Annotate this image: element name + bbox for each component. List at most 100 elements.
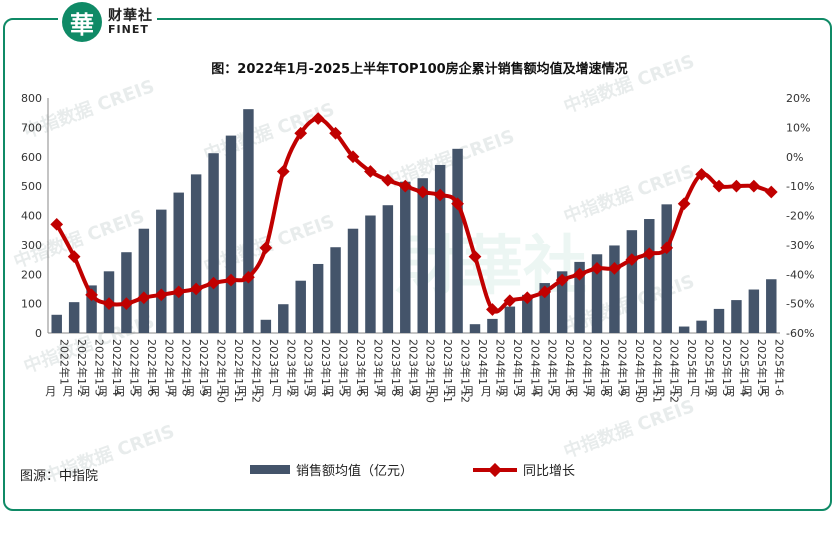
x-tick-label: 2024年1-12 [668, 339, 682, 403]
growth-point [503, 294, 517, 308]
x-tick-label-month: 月 [446, 385, 457, 398]
bar [609, 245, 620, 333]
chart-legend: 销售额均值（亿元） 同比增长 [250, 460, 575, 479]
bar [190, 174, 202, 333]
x-tick-label: 2022年1-3 [93, 339, 107, 396]
x-tick-label: 2025年1-2 [703, 339, 717, 396]
growth-point [154, 288, 168, 302]
bar [696, 320, 707, 333]
bar [522, 294, 533, 333]
x-tick-label: 2024年1-7 [581, 339, 595, 396]
bar [121, 252, 132, 333]
x-tick-label: 2023年1-11 [441, 339, 455, 403]
x-tick-label-month: 月 [429, 385, 440, 398]
x-tick-label: 2024年1-3 [511, 339, 525, 396]
growth-point [747, 179, 761, 193]
y-left-tick-label: 700 [21, 121, 42, 134]
x-tick-label-month: 月 [45, 385, 56, 398]
x-tick-label: 2023年1-10 [424, 339, 438, 403]
y-right-tick-label: -10% [786, 180, 814, 193]
growth-point [102, 297, 116, 310]
bar [504, 306, 516, 333]
growth-point [294, 126, 308, 140]
y-right-tick-label: 10% [786, 121, 810, 134]
x-tick-label: 2023年1-2 [284, 339, 298, 396]
growth-point [172, 285, 186, 299]
bar [748, 289, 760, 333]
growth-point [433, 188, 447, 202]
bar [417, 178, 428, 333]
growth-point [189, 282, 203, 296]
logo-cn-text: 财華社 [108, 7, 153, 24]
finet-logo: 華 财華社 FINET [58, 2, 157, 42]
logo-en-text: FINET [108, 22, 149, 36]
legend-line-swatch [473, 462, 518, 477]
bar [382, 205, 394, 333]
growth-point [242, 270, 255, 284]
x-tick-label-month: 月 [80, 385, 91, 398]
x-tick-label: 2024年1-10 [633, 339, 647, 403]
x-tick-label-month: 月 [620, 385, 631, 398]
x-tick-label-month: 月 [690, 385, 701, 398]
bar [347, 228, 359, 333]
x-tick-label-month: 月 [324, 385, 335, 398]
x-tick-label: 2023年1-9 [406, 339, 420, 396]
y-left-tick-label: 400 [21, 210, 42, 223]
x-tick-label: 2023年1-3 [302, 339, 316, 396]
legend-line-label: 同比增长 [523, 464, 576, 479]
growth-point [259, 241, 273, 255]
growth-point [677, 197, 691, 211]
x-tick-label: 2025年1-6 [772, 339, 786, 396]
x-tick-label: 2025年1 [685, 339, 699, 385]
x-tick-label-month: 月 [220, 385, 231, 398]
growth-point [311, 112, 325, 125]
bar [766, 279, 777, 333]
x-tick-label: 2022年1-7 [162, 339, 176, 396]
bar [574, 261, 585, 333]
bar [173, 192, 184, 333]
x-tick-label-month: 月 [98, 385, 109, 398]
y-right-tick-label: -30% [786, 239, 814, 252]
y-left-tick-label: 500 [21, 180, 42, 193]
bar [487, 318, 498, 333]
y-right-tick-label: -60% [786, 327, 814, 340]
y-left-tick-label: 200 [21, 268, 42, 281]
x-tick-label: 2024年1-8 [598, 339, 612, 396]
x-tick-label-month: 月 [307, 385, 318, 398]
bar [156, 209, 167, 333]
x-tick-label: 2022年1-10 [215, 339, 229, 403]
growth-point [764, 185, 778, 199]
growth-point [346, 150, 360, 164]
x-tick-label: 2024年1-11 [650, 339, 664, 403]
bar [469, 324, 481, 333]
bar [713, 308, 725, 333]
x-tick-label-month: 月 [411, 385, 422, 398]
x-tick-label: 2023年1-4 [319, 339, 333, 396]
bar [68, 302, 80, 333]
x-tick-label-month: 月 [498, 385, 509, 398]
x-tick-label-month: 月 [167, 385, 178, 398]
growth-point [50, 217, 64, 231]
y-right-tick-label: -40% [786, 268, 814, 281]
growth-point [486, 303, 499, 316]
x-tick-label: 2022年1-5 [127, 339, 141, 396]
y-left-tick-label: 800 [21, 92, 42, 105]
x-tick-label: 2024年1-4 [528, 339, 542, 396]
source-note: 图源：中指院 [20, 469, 99, 484]
growth-point [85, 288, 98, 302]
bar [312, 263, 324, 333]
bar [556, 271, 568, 333]
bar [434, 164, 446, 333]
growth-point [67, 250, 81, 263]
x-tick-label-month: 月 [237, 385, 248, 398]
bar [330, 247, 341, 333]
bar [661, 204, 672, 333]
growth-point [207, 276, 220, 290]
x-tick-label-month: 月 [394, 385, 405, 398]
bar [243, 109, 254, 333]
x-tick-label: 2025年1-5 [755, 339, 769, 396]
x-tick-label-month: 月 [272, 385, 283, 398]
legend-bar-swatch [250, 465, 290, 474]
x-tick-label-month: 月 [115, 385, 126, 398]
bar [591, 254, 603, 333]
